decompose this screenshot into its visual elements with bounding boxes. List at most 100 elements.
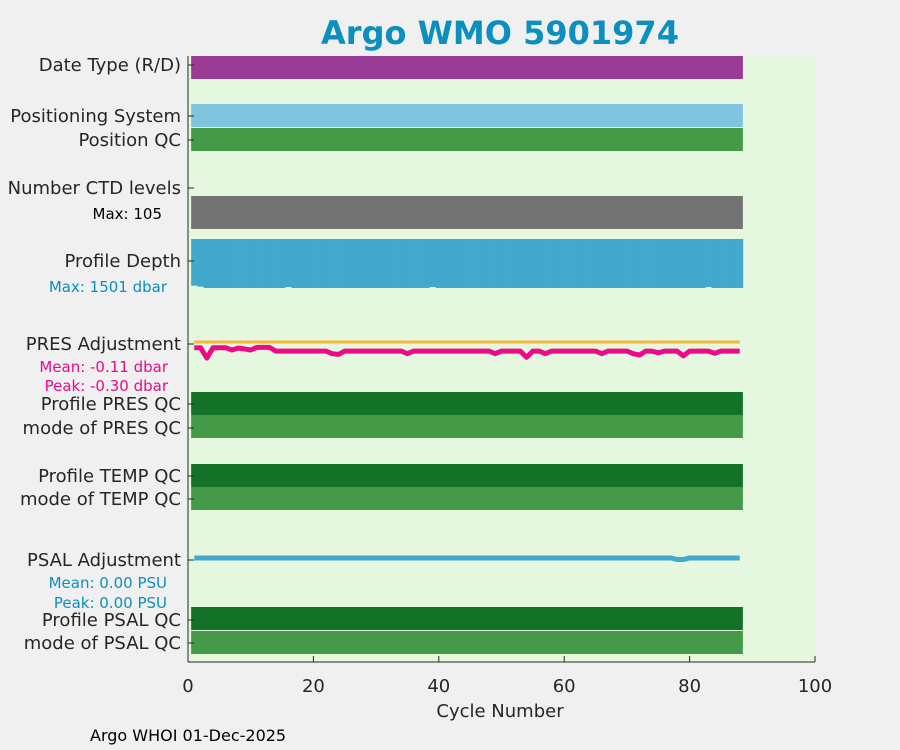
row-label-mode-pres-qc: mode of PRES QC <box>23 418 181 439</box>
depth-bar-cycle-33 <box>391 239 399 288</box>
depth-bar-cycle-15 <box>278 239 286 288</box>
depth-bar-cycle-58 <box>548 239 556 288</box>
depth-bar-cycle-46 <box>473 239 480 288</box>
depth-bar-cycle-73 <box>642 239 650 288</box>
depth-bar-cycle-24 <box>335 239 342 288</box>
date-type-bar <box>191 56 743 79</box>
depth-bar-cycle-41 <box>441 239 449 288</box>
depth-bar-cycle-65 <box>592 239 600 288</box>
depth-bar-cycle-62 <box>573 239 581 288</box>
row-label-depth-max: Max: 1501 dbar <box>49 278 168 296</box>
row-label-mode-psal-qc: mode of PSAL QC <box>24 633 181 654</box>
depth-bar-cycle-87 <box>730 239 737 288</box>
row-label-ctd-max: Max: 105 <box>93 205 162 223</box>
depth-bar-cycle-31 <box>379 239 386 288</box>
depth-bar-cycle-86 <box>724 239 731 288</box>
row-label-ctd-levels: Number CTD levels <box>8 178 181 199</box>
psal-adjustment-line <box>194 555 740 562</box>
depth-bar-cycle-83 <box>705 239 712 287</box>
x-tick-label: 20 <box>302 676 325 697</box>
row-label-mode-temp-qc: mode of TEMP QC <box>20 489 181 510</box>
depth-bar-cycle-88 <box>736 239 744 288</box>
depth-bar-cycle-6 <box>222 239 230 288</box>
row-label-psal-adjustment: PSAL Adjustment <box>27 550 181 571</box>
row-label-date-type: Date Type (R/D) <box>39 55 181 76</box>
depth-bar-cycle-1 <box>191 239 198 286</box>
depth-bar-cycle-70 <box>623 239 631 288</box>
x-tick-label: 40 <box>427 676 450 697</box>
profile-temp-qc-bar <box>191 464 743 487</box>
depth-bar-cycle-19 <box>303 239 311 288</box>
x-tick-label: 0 <box>182 676 193 697</box>
depth-bar-cycle-27 <box>354 239 361 288</box>
row-label-pres-mean: Mean: -0.11 dbar <box>39 358 169 376</box>
positioning-system-bar <box>191 104 743 127</box>
depth-bar-cycle-4 <box>209 239 217 288</box>
row-label-profile-psal-qc: Profile PSAL QC <box>42 610 181 631</box>
depth-bar-cycle-17 <box>291 239 299 288</box>
depth-bar-cycle-59 <box>554 239 562 288</box>
depth-bar-cycle-64 <box>586 239 593 288</box>
depth-bar-cycle-9 <box>241 239 248 288</box>
profile-pres-qc-bar <box>191 392 743 415</box>
profile-psal-qc-bar <box>191 607 743 630</box>
row-label-psal-peak: Peak: 0.00 PSU <box>54 594 167 612</box>
depth-bar-cycle-14 <box>272 239 280 288</box>
depth-bar-cycle-76 <box>661 239 668 288</box>
row-label-profile-temp-qc: Profile TEMP QC <box>38 466 181 487</box>
depth-bar-cycle-75 <box>655 239 662 288</box>
depth-bar-cycle-63 <box>579 239 587 288</box>
depth-bar-cycle-68 <box>611 239 618 288</box>
ctd-levels-bar <box>191 196 743 229</box>
row-label-position-qc: Position QC <box>78 130 181 151</box>
depth-bar-cycle-7 <box>228 239 236 288</box>
x-tick-label: 80 <box>678 676 701 697</box>
depth-bar-cycle-25 <box>341 239 349 288</box>
depth-bar-cycle-20 <box>310 239 317 288</box>
mode-temp-qc-bar <box>191 487 743 510</box>
depth-bar-cycle-67 <box>604 239 612 288</box>
depth-bar-cycle-2 <box>197 239 205 287</box>
row-label-pres-adjustment: PRES Adjustment <box>26 334 181 355</box>
depth-bar-cycle-21 <box>316 239 324 288</box>
depth-bar-cycle-42 <box>448 239 455 288</box>
depth-bar-cycle-12 <box>260 239 267 288</box>
depth-bar-cycle-79 <box>680 239 687 288</box>
depth-bar-cycle-61 <box>567 239 574 288</box>
depth-bar-cycle-13 <box>266 239 273 288</box>
depth-bar-cycle-71 <box>630 239 637 288</box>
depth-bar-cycle-34 <box>398 239 405 288</box>
depth-bar-cycle-66 <box>598 239 606 288</box>
depth-bar-cycle-48 <box>485 239 493 288</box>
depth-bar-cycle-81 <box>692 239 700 288</box>
depth-bar-cycle-40 <box>435 239 443 288</box>
position-qc-bar <box>191 128 743 151</box>
x-axis-label: Cycle Number <box>436 701 564 722</box>
depth-bar-cycle-55 <box>529 239 537 288</box>
depth-bar-cycle-35 <box>404 239 411 288</box>
mode-psal-qc-bar <box>191 631 743 654</box>
depth-bar-cycle-43 <box>454 239 462 288</box>
x-tick-label: 100 <box>798 676 832 697</box>
depth-bar-cycle-11 <box>253 239 261 288</box>
row-label-psal-mean: Mean: 0.00 PSU <box>49 574 167 592</box>
x-ticks: 0 20 40 60 80 100 <box>182 656 832 697</box>
depth-bar-cycle-5 <box>216 239 223 288</box>
depth-bar-cycle-56 <box>535 239 543 288</box>
depth-bar-cycle-53 <box>517 239 524 288</box>
depth-bar-cycle-54 <box>523 239 531 288</box>
depth-bar-cycle-78 <box>673 239 681 288</box>
depth-bar-cycle-50 <box>498 239 505 288</box>
depth-bar-cycle-22 <box>322 239 330 288</box>
depth-bar-cycle-72 <box>636 239 643 288</box>
row-label-profile-pres-qc: Profile PRES QC <box>41 394 181 415</box>
plot-background <box>188 56 815 662</box>
depth-bar-cycle-36 <box>410 239 418 288</box>
depth-bar-cycle-16 <box>285 239 292 287</box>
depth-bar-cycle-32 <box>385 239 393 288</box>
depth-bar-cycle-52 <box>510 239 518 288</box>
depth-bar-cycle-84 <box>711 239 719 288</box>
depth-bar-cycle-85 <box>717 239 725 288</box>
depth-bar-cycle-37 <box>416 239 424 288</box>
